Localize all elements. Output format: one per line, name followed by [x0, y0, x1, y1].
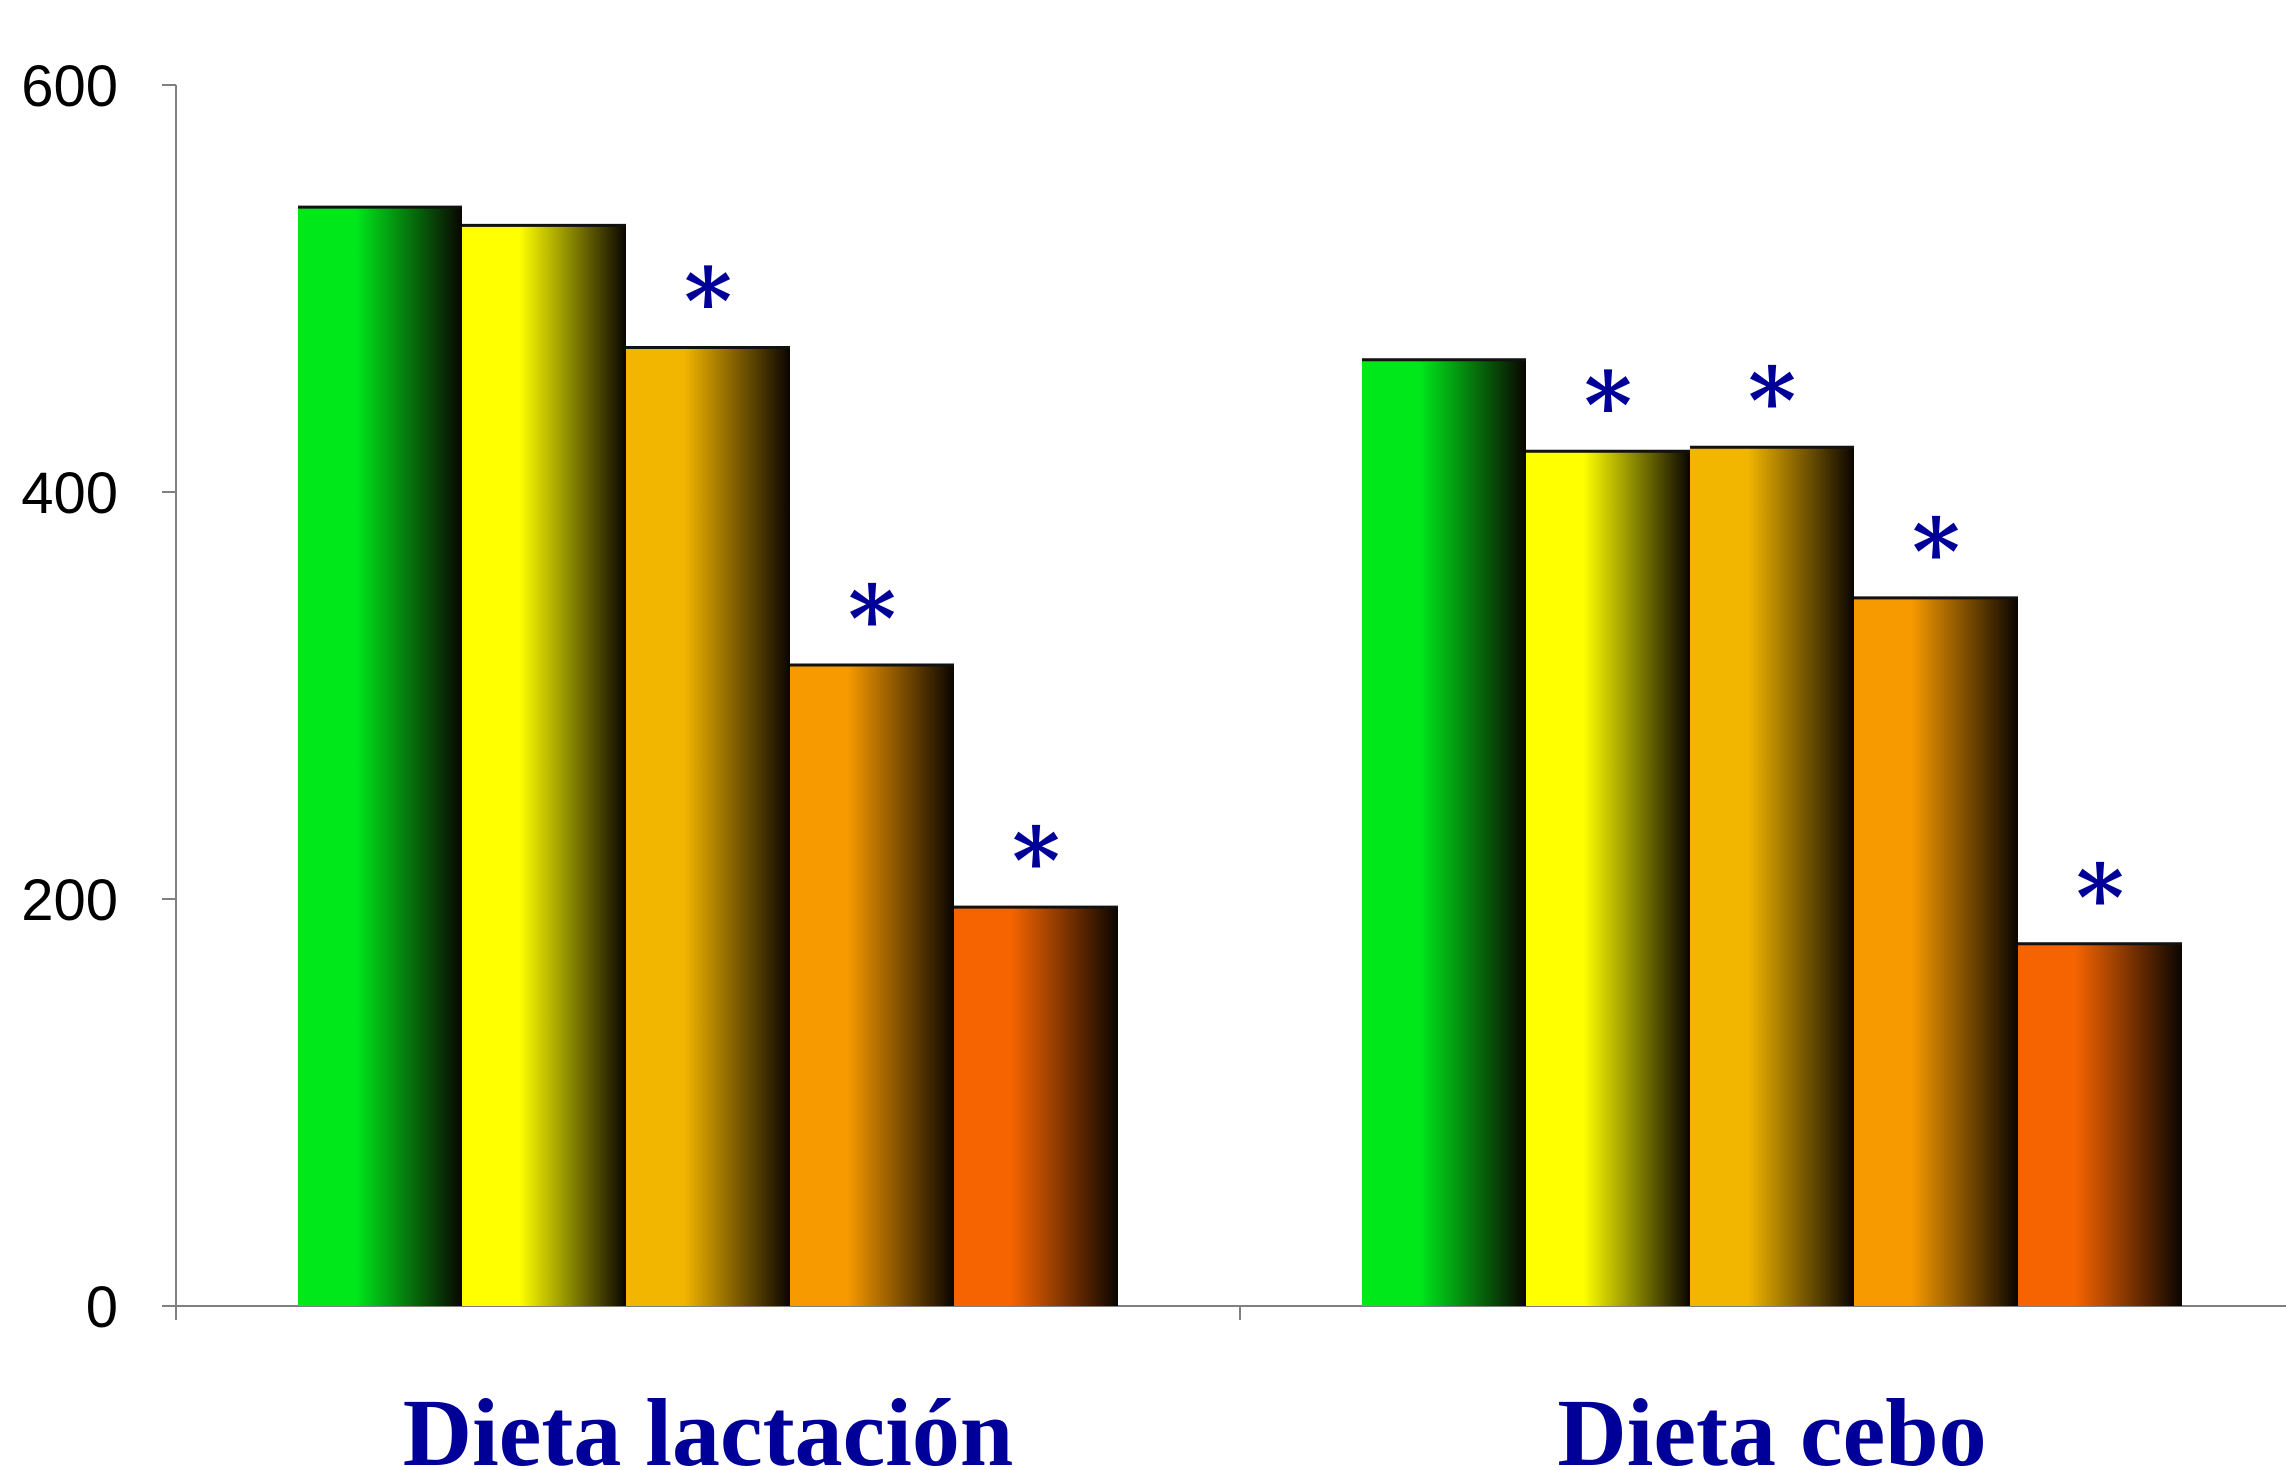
category-label: Dieta cebo	[1557, 1379, 1986, 1470]
bar-layer	[298, 205, 2182, 1307]
significance-asterisk: *	[1584, 351, 1632, 459]
y-tick-label: 400	[21, 461, 118, 526]
y-tick-label: 0	[86, 1275, 118, 1340]
significance-asterisk: *	[848, 565, 896, 673]
y-tick-label: 200	[21, 868, 118, 933]
bar	[462, 225, 626, 1306]
label-layer: * * * Dieta lactación * * * * Dieta cebo	[403, 248, 2124, 1470]
significance-asterisk: *	[684, 248, 732, 356]
bar	[1362, 359, 1526, 1307]
bar	[298, 207, 462, 1307]
bar	[2018, 943, 2182, 1306]
y-tick-label: 600	[21, 54, 118, 119]
bar	[626, 347, 790, 1306]
bar	[1854, 597, 2018, 1306]
significance-asterisk: *	[2076, 844, 2124, 952]
significance-asterisk: *	[1012, 807, 1060, 915]
bar	[1526, 451, 1690, 1306]
category-label: Dieta lactación	[403, 1379, 1014, 1470]
significance-asterisk: *	[1748, 347, 1796, 455]
bar	[790, 664, 954, 1306]
significance-asterisk: *	[1912, 498, 1960, 606]
bar	[1690, 447, 1854, 1307]
bar	[954, 907, 1118, 1306]
